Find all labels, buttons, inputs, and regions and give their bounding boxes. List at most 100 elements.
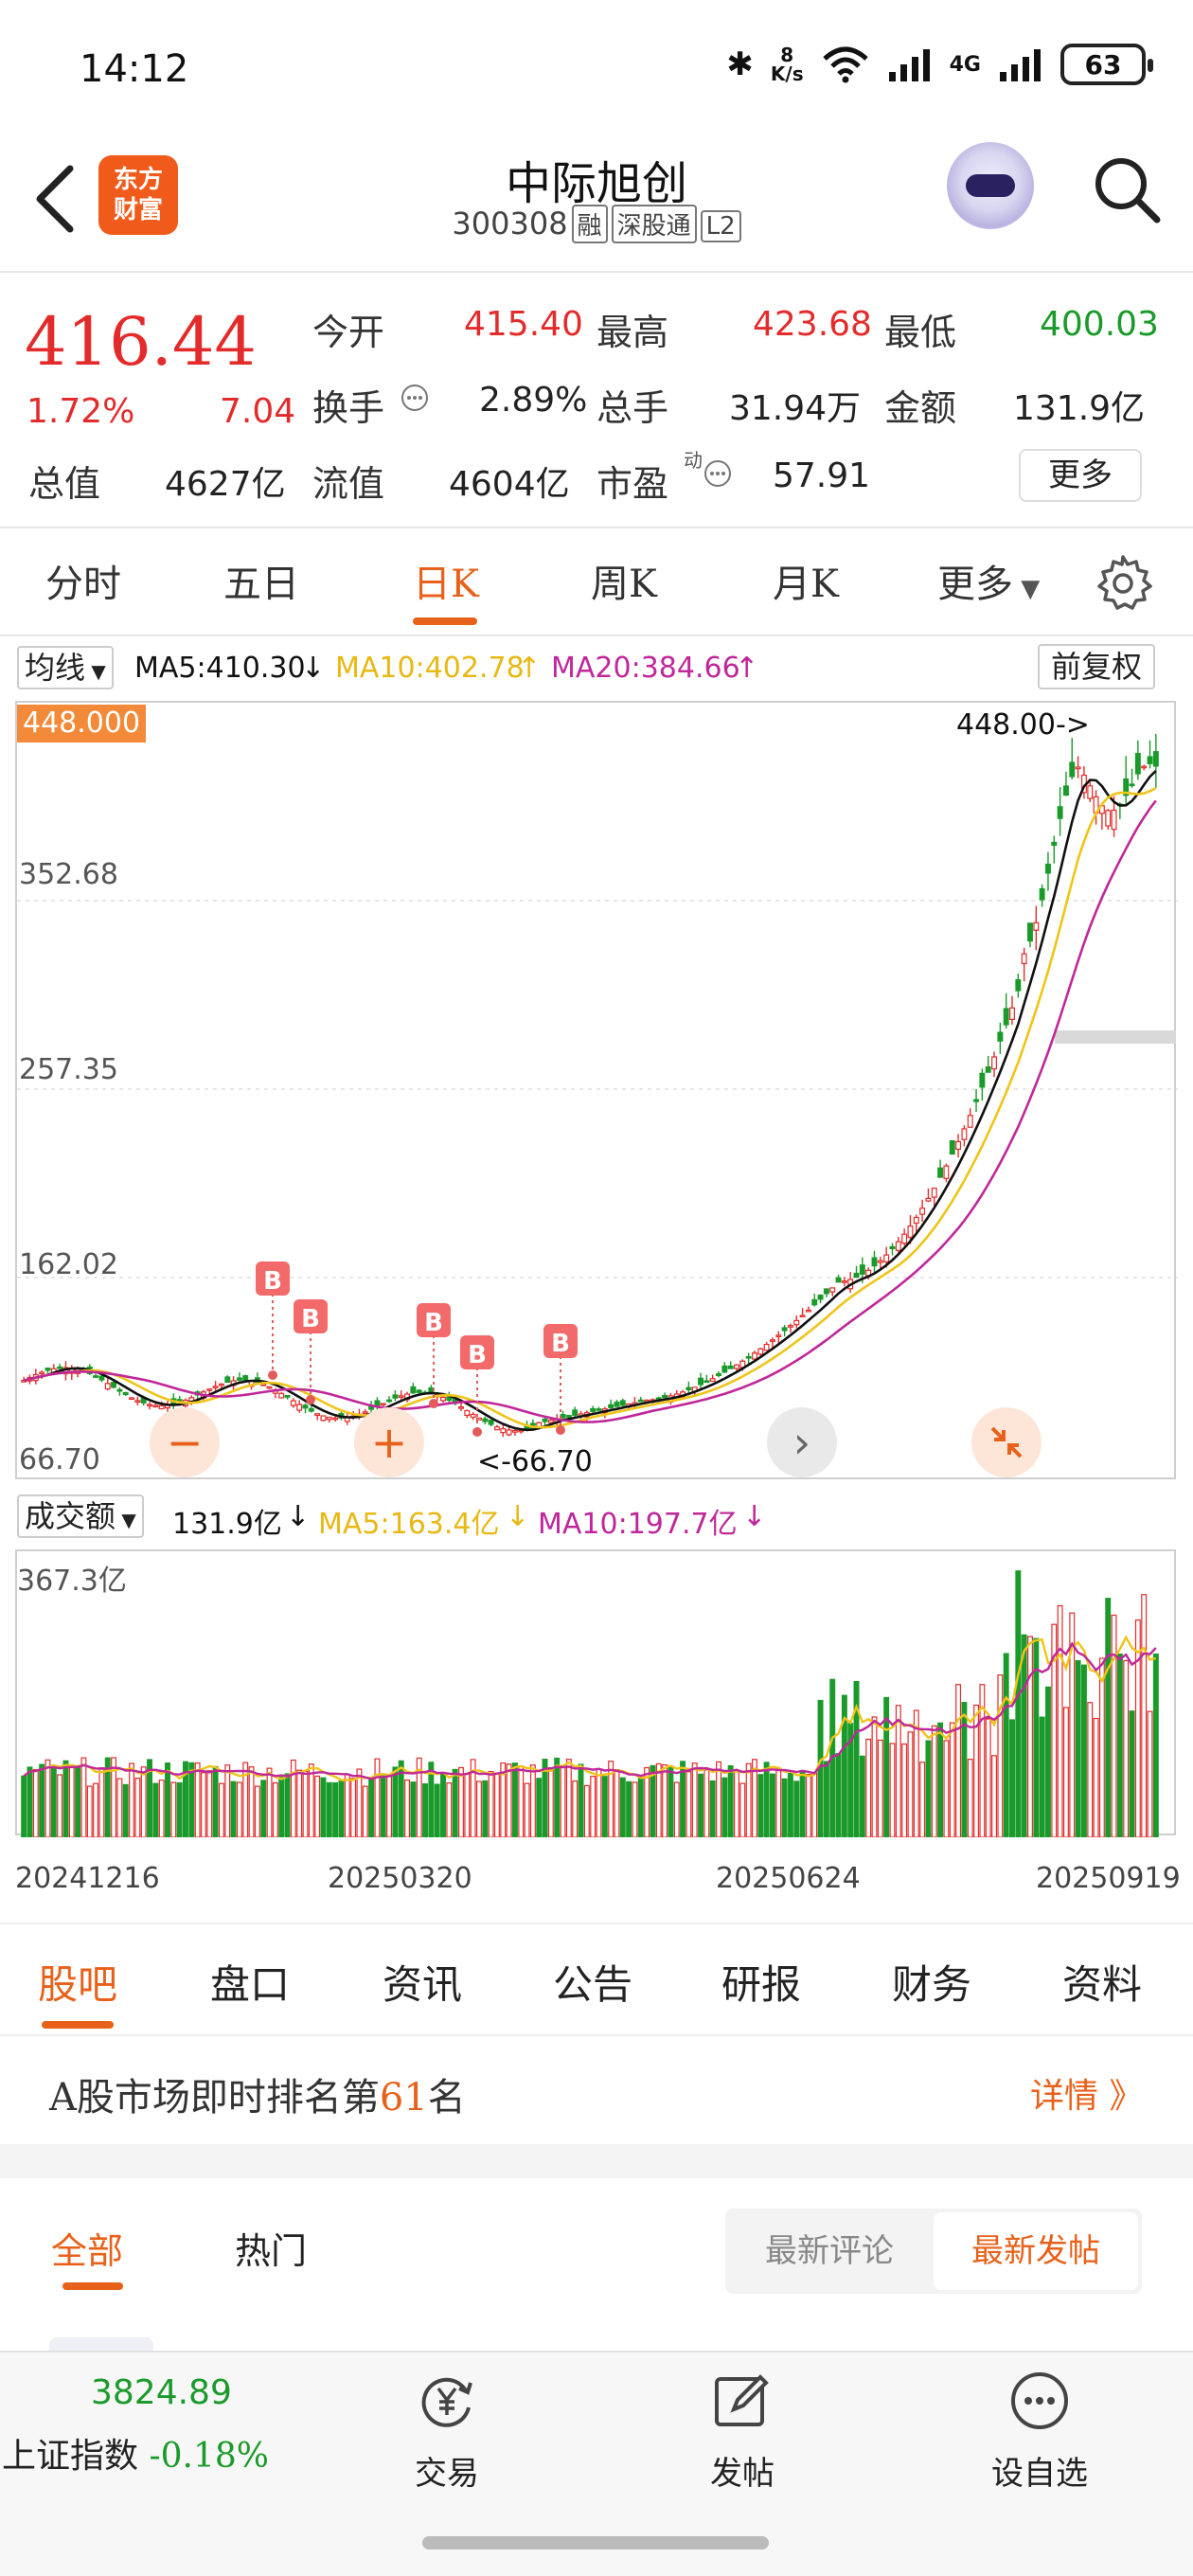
buy-marker: [294, 1299, 328, 1333]
more-quote-button[interactable]: 更多: [1019, 449, 1142, 502]
candle-body: [835, 1277, 842, 1283]
candle-body: [278, 1392, 285, 1399]
volume-bar: [332, 1781, 339, 1838]
net-speed: 8 K/s: [770, 44, 804, 85]
volume-bar: [565, 1759, 572, 1838]
tab-news[interactable]: 资讯: [383, 1961, 463, 2008]
stock-code: 300308: [452, 206, 568, 242]
index-change: -0.18%: [149, 2437, 269, 2476]
tabs-divider: [0, 635, 1193, 636]
forum-tab-all[interactable]: 全部: [51, 2230, 124, 2272]
pe-info-icon[interactable]: [703, 458, 733, 489]
candle-body: [398, 1395, 404, 1398]
nav-post[interactable]: 发帖: [667, 2370, 818, 2494]
tab-forum[interactable]: 股吧: [38, 1961, 118, 2008]
volume-bar: [943, 1740, 950, 1838]
candle-body: [206, 1388, 213, 1391]
ma5-trend-icon: ↓: [301, 652, 326, 685]
turnover-value: 2.89%: [479, 381, 588, 420]
volume-bar: [284, 1773, 291, 1838]
index-value[interactable]: 3824.89: [91, 2373, 232, 2412]
volume-bar: [1080, 1664, 1087, 1838]
volume-selector[interactable]: 成交额 ▼: [17, 1494, 144, 1538]
tab-weekly-k[interactable]: 周K: [591, 563, 657, 606]
candle-body: [57, 1366, 63, 1369]
back-arrow-icon[interactable]: [28, 161, 85, 237]
indicator-selector[interactable]: 均线 ▼: [17, 646, 114, 689]
volume-bar: [260, 1780, 267, 1838]
tab-intraday[interactable]: 分时: [45, 563, 121, 606]
volume-bar: [662, 1763, 668, 1838]
sort-latest-comment[interactable]: 最新评论: [765, 2232, 894, 2270]
adjust-button[interactable]: 前复权: [1038, 644, 1156, 689]
forum-tab-hot[interactable]: 热门: [235, 2230, 308, 2272]
tab-more[interactable]: 更多 ▼: [937, 563, 1041, 606]
bluetooth-icon: ✱: [726, 45, 754, 83]
candle-body: [129, 1397, 134, 1401]
volume-bar: [98, 1767, 105, 1838]
candle-body: [775, 1334, 782, 1338]
candle-body: [1152, 751, 1159, 767]
nav-trade[interactable]: 交易: [371, 2370, 523, 2494]
pe-superscript: 动: [684, 449, 703, 472]
nav-add-watchlist[interactable]: 设自选: [964, 2370, 1115, 2494]
candle-body: [913, 1216, 919, 1225]
tab-research[interactable]: 研报: [721, 1961, 802, 2008]
active-tab-underline: [413, 617, 477, 625]
candle-body: [218, 1383, 224, 1386]
status-bar: 14:12 ✱ 8 K/s 4G 63: [0, 0, 1193, 142]
candle-body: [637, 1399, 644, 1403]
volume-bar: [775, 1767, 782, 1838]
volume-bar: [596, 1768, 602, 1838]
zoom-in-button[interactable]: +: [354, 1407, 424, 1477]
sort-latest-post[interactable]: 最新发帖: [934, 2212, 1138, 2290]
volume-bar: [404, 1779, 411, 1838]
search-icon[interactable]: [1089, 152, 1165, 227]
market-rank-row[interactable]: A股市场即时排名第61名 详情 》: [0, 2034, 1193, 2144]
tag-connect: 深股通: [611, 205, 697, 243]
tab-daily-k[interactable]: 日K: [413, 563, 479, 606]
candle-body: [1075, 766, 1081, 770]
tab-monthly-k[interactable]: 月K: [773, 563, 839, 606]
volume-bar: [236, 1781, 242, 1838]
ma10-label: MA10:402.78: [335, 652, 525, 685]
x-tick-2: 20250320: [328, 1862, 472, 1895]
index-name-line[interactable]: 上证指数 -0.18%: [2, 2437, 269, 2476]
zoom-out-button[interactable]: −: [150, 1407, 220, 1477]
tab-profile[interactable]: 资料: [1062, 1961, 1143, 2008]
candle-body: [703, 1380, 710, 1384]
gear-icon[interactable]: [1094, 553, 1152, 612]
volume-ma10-line: [23, 1641, 1157, 1780]
info-dots-icon[interactable]: [400, 383, 430, 413]
candle-body: [919, 1208, 926, 1215]
tab-five-day[interactable]: 五日: [223, 563, 299, 606]
candle-body: [1111, 809, 1117, 831]
collapse-icon[interactable]: [971, 1407, 1042, 1477]
assistant-robot-icon[interactable]: [947, 142, 1034, 229]
volume-chart-area[interactable]: [15, 1549, 1176, 1838]
forum-filter: 全部 热门 最新评论 最新发帖: [0, 2178, 1193, 2349]
candle-body: [212, 1386, 219, 1388]
x-tick-3: 20250624: [716, 1862, 861, 1895]
volume-bar: [200, 1772, 206, 1838]
volume-bar: [919, 1762, 926, 1838]
volume-bar: [158, 1780, 165, 1838]
candle-body: [931, 1187, 937, 1198]
volume-bar: [392, 1766, 399, 1838]
candle-body: [955, 1140, 962, 1151]
max-price-annotation: 448.00->: [956, 708, 1090, 742]
candle-body: [877, 1260, 883, 1263]
app-logo[interactable]: 东方 财富: [98, 155, 178, 235]
tab-orderbook[interactable]: 盘口: [210, 1961, 291, 2008]
next-button[interactable]: ›: [767, 1407, 837, 1477]
volume-bar: [991, 1755, 997, 1838]
tab-announcements[interactable]: 公告: [553, 1961, 633, 2008]
amount-label: 金额: [884, 387, 957, 429]
candle-body: [1039, 887, 1045, 901]
tab-financials[interactable]: 财务: [892, 1961, 972, 2008]
volume-bar: [296, 1769, 303, 1838]
rank-detail-link[interactable]: 详情 》: [1030, 2077, 1144, 2116]
volume-bar: [1111, 1614, 1117, 1838]
volume-bar: [967, 1759, 973, 1838]
